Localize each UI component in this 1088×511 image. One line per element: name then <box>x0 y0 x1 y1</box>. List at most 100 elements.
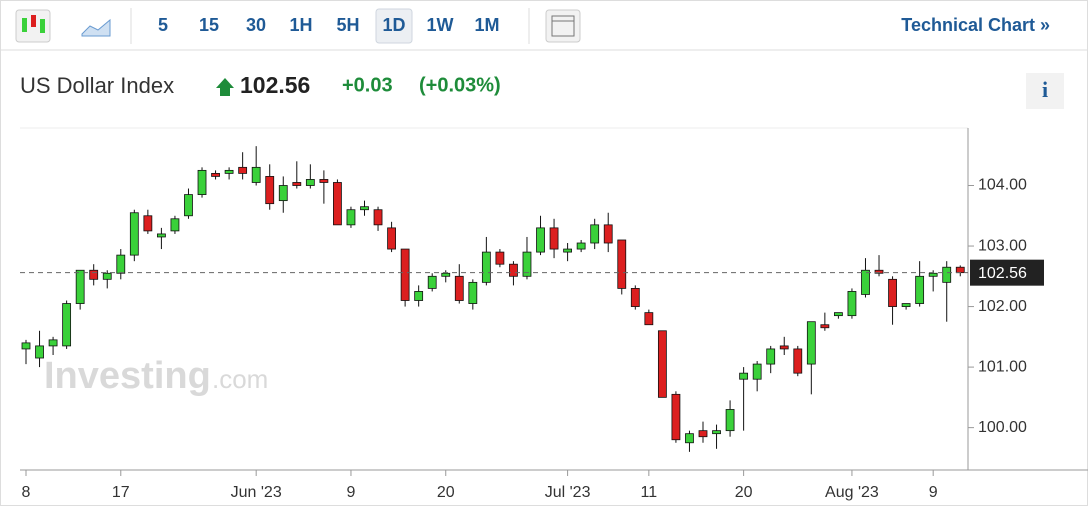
candle-body <box>955 266 965 274</box>
candle-body <box>888 278 897 307</box>
candle-body <box>75 269 85 304</box>
candle-body <box>427 275 437 289</box>
candle-body <box>156 233 166 238</box>
info-label[interactable]: i <box>1042 77 1048 102</box>
candle-body <box>319 179 329 183</box>
candle-body <box>454 275 464 301</box>
interval-button[interactable]: 15 <box>199 15 219 35</box>
candle-body <box>468 281 478 304</box>
icon-bg[interactable] <box>545 9 581 43</box>
icon-candle <box>40 19 45 33</box>
change-percent: (+0.03%) <box>419 74 501 96</box>
candle-body <box>251 166 261 183</box>
candle-body <box>536 227 545 253</box>
interval-button[interactable]: 30 <box>246 15 266 35</box>
technical-chart-link[interactable]: Technical Chart » <box>901 15 1050 35</box>
icon-candle <box>31 15 36 27</box>
candle-body <box>793 348 803 374</box>
candle-body <box>495 251 505 265</box>
candle-body <box>48 339 58 347</box>
candle-body <box>305 179 315 186</box>
last-price-box <box>970 259 1044 286</box>
candle-body <box>549 227 559 250</box>
candle-body <box>671 393 681 441</box>
change: +0.03 <box>342 74 393 96</box>
y-tick-label: 100.00 <box>978 419 1027 436</box>
candle-body <box>725 409 735 432</box>
interval-button[interactable]: 1D <box>382 15 405 35</box>
candle-body <box>102 272 112 280</box>
candle-body <box>197 169 207 195</box>
candle-body <box>834 312 843 317</box>
candle-icon[interactable] <box>15 9 51 43</box>
candle-body <box>657 330 667 398</box>
candle-body <box>35 345 44 359</box>
interval-button[interactable]: 1H <box>289 15 312 35</box>
candle-body <box>685 433 694 444</box>
candle-body <box>766 348 776 365</box>
interval-button[interactable]: 1W <box>427 15 454 35</box>
candle-body <box>509 263 518 277</box>
candle-body <box>116 254 126 274</box>
candle-body <box>874 269 884 274</box>
candle-body <box>928 272 938 277</box>
interval-button[interactable]: 5 <box>158 15 168 35</box>
candle-body <box>779 345 789 350</box>
x-tick-label: 20 <box>735 484 753 501</box>
candle-body <box>292 182 302 186</box>
icon-shape <box>551 15 575 37</box>
x-tick-label: 8 <box>22 484 31 501</box>
candle-body <box>387 227 396 250</box>
candle-body <box>590 224 600 244</box>
candle-body <box>847 291 857 317</box>
candle-body <box>603 224 613 244</box>
interval-button[interactable]: 1M <box>474 15 499 35</box>
candle-body <box>265 176 275 205</box>
settings-icon[interactable] <box>545 9 581 43</box>
watermark-brand: Investing <box>44 355 211 397</box>
candle-body <box>820 324 830 329</box>
area-icon[interactable] <box>81 18 111 37</box>
candle-body <box>373 209 383 226</box>
candle-body <box>861 269 870 295</box>
interval-buttons: 5 15 30 1H 5H 1D 1W 1M <box>158 8 500 44</box>
x-tick-label: 9 <box>347 484 356 501</box>
candle-body <box>630 288 640 307</box>
candle-body <box>739 372 749 380</box>
info-button[interactable] <box>1026 73 1064 109</box>
candle-body <box>617 239 627 289</box>
watermark-suffix: .com <box>212 364 268 394</box>
y-tick-label: 104.00 <box>978 177 1027 194</box>
candle-body <box>346 209 356 226</box>
interval-button[interactable]: 5H <box>336 15 359 35</box>
candle-body <box>129 212 139 256</box>
x-tick-label: 11 <box>641 484 658 501</box>
price: 102.56 <box>240 72 310 98</box>
candle-body <box>712 430 721 435</box>
x-tick-label: Jul '23 <box>545 484 591 501</box>
candle-body <box>224 169 234 174</box>
x-tick-label: 9 <box>929 484 938 501</box>
x-tick-label: Jun '23 <box>231 484 282 501</box>
candle-body <box>915 275 925 304</box>
up-arrow <box>216 78 234 96</box>
candle-body <box>21 342 31 350</box>
last-price-label: 102.56 <box>978 265 1027 282</box>
candle-body <box>441 272 451 277</box>
candle-body <box>143 215 153 232</box>
icon-candle <box>22 18 27 32</box>
candle-body <box>89 269 99 280</box>
x-tick-label: 17 <box>112 484 130 501</box>
candle-body <box>576 242 586 250</box>
candle-body <box>806 321 816 365</box>
candle-body <box>184 194 193 217</box>
active-interval-bg[interactable] <box>375 8 413 44</box>
candle-body <box>278 185 288 202</box>
y-tick-label: 102.00 <box>978 298 1027 315</box>
candle-body <box>400 248 410 301</box>
y-tick-label: 103.00 <box>978 237 1027 254</box>
candle-body <box>901 303 911 307</box>
candle-body <box>238 166 248 174</box>
